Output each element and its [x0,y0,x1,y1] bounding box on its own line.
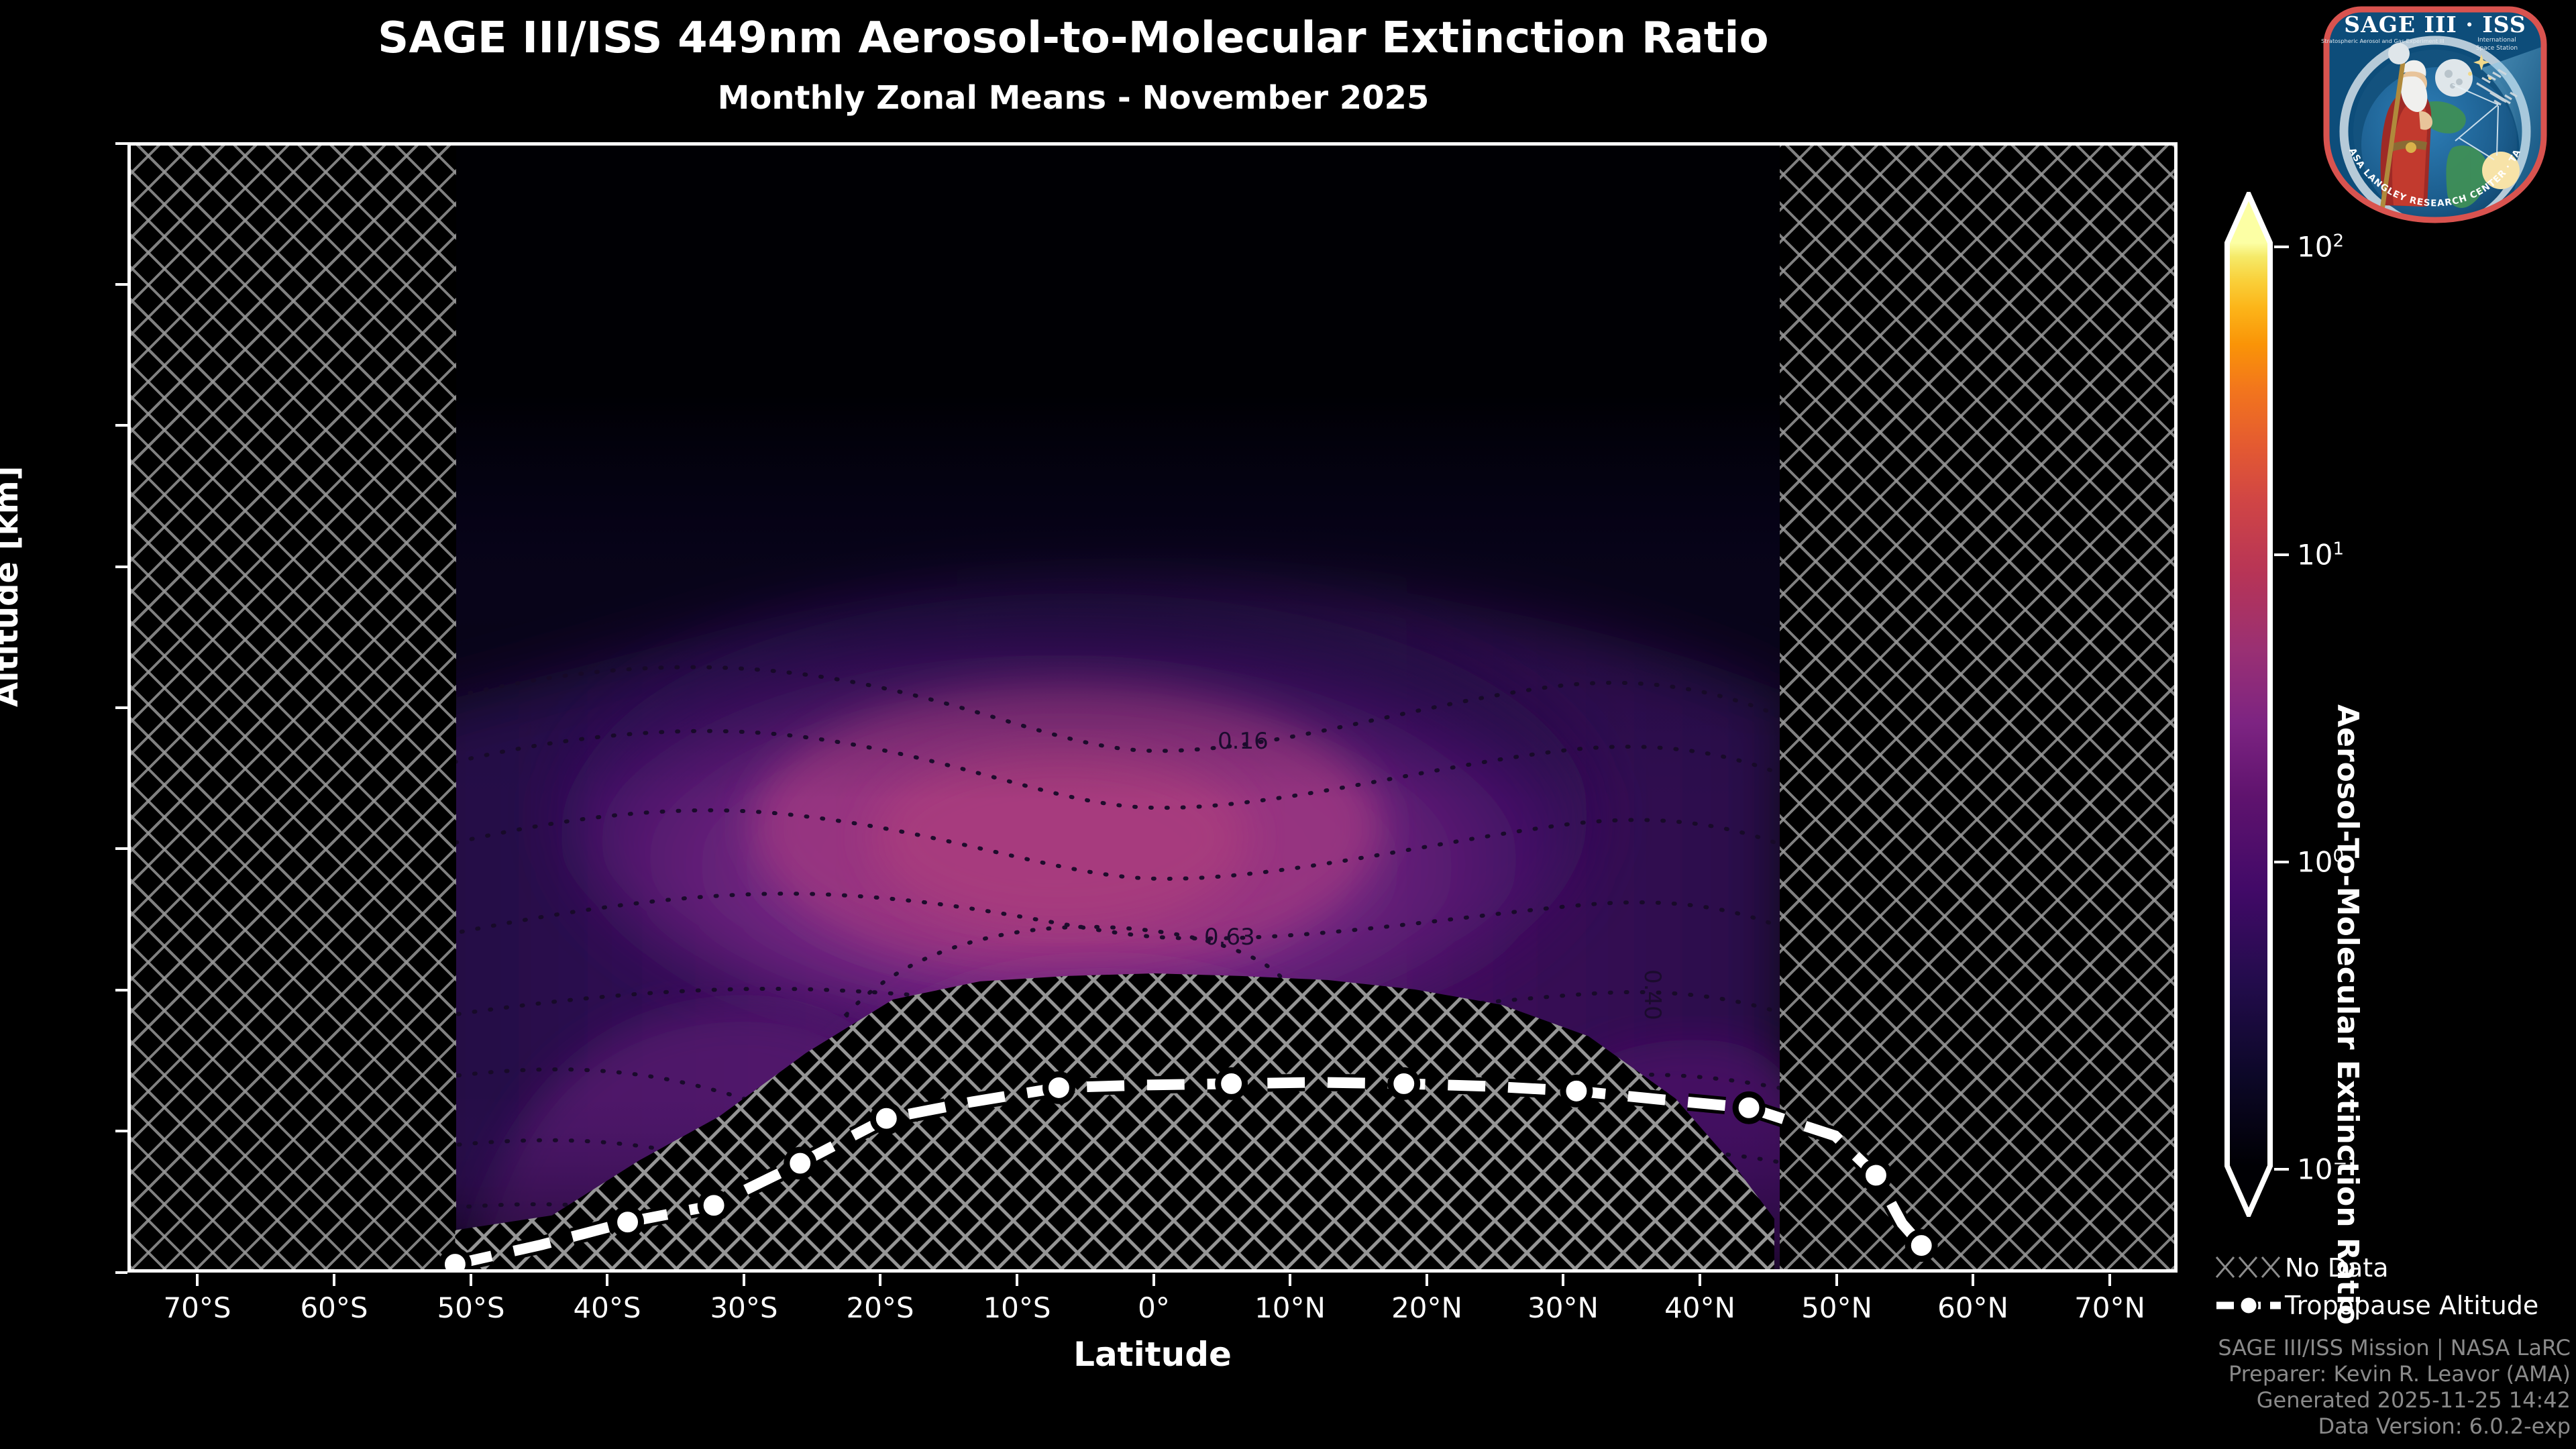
sage-iii-iss-mission-patch-logo: SAGE III · ISS Stratospheric Aerosol and… [2321,4,2547,223]
x-tick-label: 20°S [846,1291,914,1324]
x-tick-label: 70°N [2074,1291,2145,1324]
colorbar-tick-label: 102 [2297,231,2344,264]
colorbar-tick [2274,553,2289,556]
legend-label: No Data [2285,1253,2389,1283]
footer-data-version: Data Version: 6.0.2-exp [2318,1413,2571,1439]
x-tick-label: 20°N [1391,1291,1462,1324]
x-tick-label: 60°S [300,1291,368,1324]
page-title: SAGE III/ISS 449nm Aerosol-to-Molecular … [378,13,1769,63]
colorbar-extend-top-arrow [2227,195,2270,243]
dashed-line-marker-icon [2214,1292,2285,1319]
patch-border [2323,6,2547,223]
tropopause-altitude-line [438,1067,1938,1269]
legend-item-no-data[interactable]: No Data [2214,1249,2538,1287]
footer-mission: SAGE III/ISS Mission | NASA LaRC [2218,1334,2571,1360]
colorbar-tick-base: 10 [2297,230,2333,264]
patch-title: SAGE III · ISS [2344,11,2526,38]
colorbar-tick-exponent: 1 [2332,539,2345,559]
legend-item-tropopause[interactable]: Tropopause Altitude [2214,1287,2538,1324]
contour-label: 0.16 [1218,728,1269,755]
page-subtitle: Monthly Zonal Means - November 2025 [717,79,1430,117]
colorbar-tick-exponent: −1 [2332,1153,2359,1174]
no-data-region-south [131,146,456,1269]
x-tick-label: 30°S [710,1291,778,1324]
patch-subtitle-left: Stratospheric Aerosol and Gas Experiment… [2321,38,2445,44]
colorbar-tick-exponent: 2 [2332,231,2345,252]
x-tick-label: 60°N [1937,1291,2008,1324]
colorbar-tick-base: 10 [2297,538,2333,572]
footer-preparer: Preparer: Kevin R. Leavor (AMA) [2228,1360,2571,1387]
colorbar-tick-exponent: 0 [2332,846,2345,867]
x-tick-label: 10°S [983,1291,1051,1324]
legend: No Data Tropopause Altitude [2214,1249,2538,1324]
footer-credits: SAGE III/ISS Mission | NASA LaRC Prepare… [2218,1335,2571,1440]
colorbar-outline [2224,192,2273,1217]
x-tick-label: 10°N [1254,1291,1326,1324]
footer-generated: Generated 2025-11-25 14:42 [2256,1387,2571,1413]
colorbar-title: Aerosol-To-Molecular Extinction Ratio [2330,704,2365,1325]
colorbar-gradient [2227,243,2270,1166]
x-tick-label: 70°S [163,1291,231,1324]
y-axis-title: Altitude [km] [0,466,25,707]
x-tick-label: 40°S [573,1291,641,1324]
x-axis-title: Latitude [1073,1335,1232,1374]
colorbar-tick-label: 100 [2297,846,2344,879]
no-data-region-troposphere [455,973,1774,1269]
colorbar-tick [2274,861,2289,863]
colorbar[interactable]: 102 101 100 10−1 [2224,192,2359,1217]
no-data-swatch-icon [2214,1254,2285,1281]
patch-figure [2379,43,2432,212]
colorbar-tick-base: 10 [2297,845,2333,879]
colorbar-extend-bottom-arrow [2227,1166,2270,1214]
colorbar-tick [2274,1168,2289,1171]
patch-subtitle-right-line1: International [2477,37,2516,44]
x-tick-label: 30°N [1527,1291,1599,1324]
x-tick-label: 50°N [1801,1291,1872,1324]
plot-axes: 0.25 0.16 0.63 1.00 0.40 0.25 0.16 0.25 … [127,142,2178,1273]
contour-label: 0.63 [1204,924,1255,951]
x-tick-label: 50°S [437,1291,505,1324]
colorbar-tick [2274,246,2289,248]
x-tick-label: 0° [1138,1291,1170,1324]
colorbar-tick-label: 101 [2297,539,2344,572]
no-data-region-north [1780,146,2174,1269]
x-tick-label: 40°N [1664,1291,1735,1324]
patch-subtitle-right-line2: Space Station [2476,45,2518,52]
legend-label: Tropopause Altitude [2285,1291,2539,1320]
colorbar-tick-label: 10−1 [2297,1153,2359,1186]
colorbar-tick-base: 10 [2297,1152,2333,1186]
